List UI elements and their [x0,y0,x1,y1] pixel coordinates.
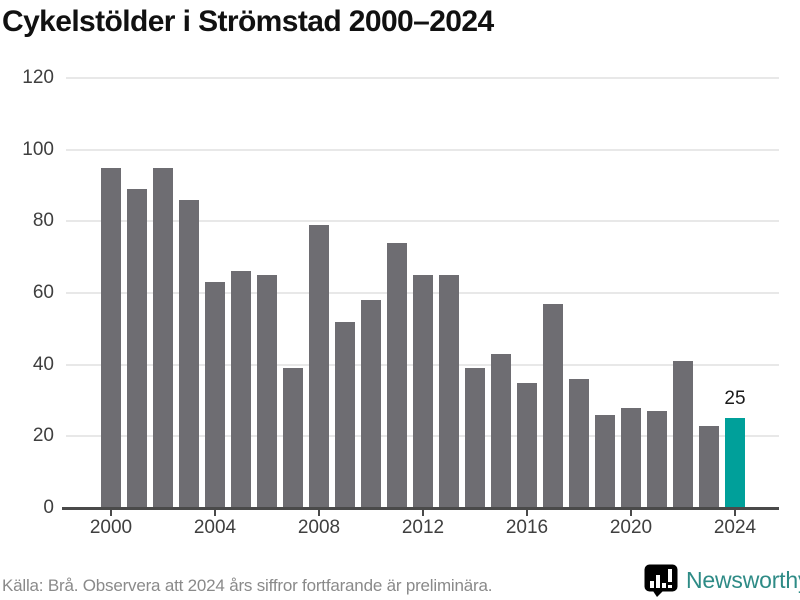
y-tick-label-0: 0 [43,497,54,518]
x-tick-mark-2008 [318,509,320,516]
bar-2016 [517,383,537,508]
bar-2020 [621,408,641,508]
y-tick-label-80: 80 [32,210,54,232]
x-tick-label-2020: 2020 [609,517,653,538]
bar-2013 [439,275,459,508]
bar-2000 [101,168,121,508]
bar-2008 [309,225,329,508]
x-tick-label-2012: 2012 [401,517,445,538]
x-axis-line [62,506,779,510]
x-tick-label-2016: 2016 [505,517,549,538]
x-tick-mark-2024 [734,509,736,516]
x-tick-label-2024: 2024 [713,517,757,538]
bar-2022 [673,361,693,508]
bar-2018 [569,379,589,508]
bar-2011 [387,243,407,508]
bar-2009 [335,322,355,508]
x-tick-mark-2012 [422,509,424,516]
bar-2003 [179,200,199,508]
x-tick-label-2004: 2004 [193,517,237,538]
x-tick-mark-2020 [630,509,632,516]
newsworthy-logo: Newsworthy [644,564,800,597]
gridline-y-100 [66,148,779,151]
bar-2015 [491,354,511,508]
bar-2007 [283,368,303,508]
bar-2006 [257,275,277,508]
gridline-y-80 [66,220,779,223]
bar-2002 [153,168,173,508]
newsworthy-wordmark: Newsworthy [686,567,800,593]
bar-2004 [205,282,225,508]
bar-2010 [361,300,381,508]
source-note: Källa: Brå. Observera att 2024 års siffr… [2,576,493,595]
y-tick-label-120: 120 [22,67,54,88]
x-tick-mark-2016 [526,509,528,516]
bar-2021 [647,411,667,508]
chart-title: Cykelstölder i Strömstad 2000–2024 [2,5,494,38]
bar-2023 [699,426,719,508]
bar-2017 [543,304,563,508]
x-tick-label-2000: 2000 [89,517,133,538]
bar-2024 [725,418,745,508]
x-tick-mark-2004 [214,509,216,516]
x-tick-label-2008: 2008 [297,517,341,538]
bar-2005 [231,271,251,508]
bar-2001 [127,189,147,508]
y-tick-label-20: 20 [32,425,54,447]
y-tick-label-100: 100 [22,138,54,160]
newsworthy-speech-bubble-icon [644,564,678,597]
y-tick-label-60: 60 [32,282,54,303]
bar-2019 [595,415,615,508]
bar-2012 [413,275,433,508]
bar-2014 [465,368,485,508]
x-tick-mark-2000 [110,509,112,516]
y-tick-label-40: 40 [32,353,54,375]
highlight-value-label: 25 [724,388,746,409]
gridline-y-120 [66,77,779,79]
